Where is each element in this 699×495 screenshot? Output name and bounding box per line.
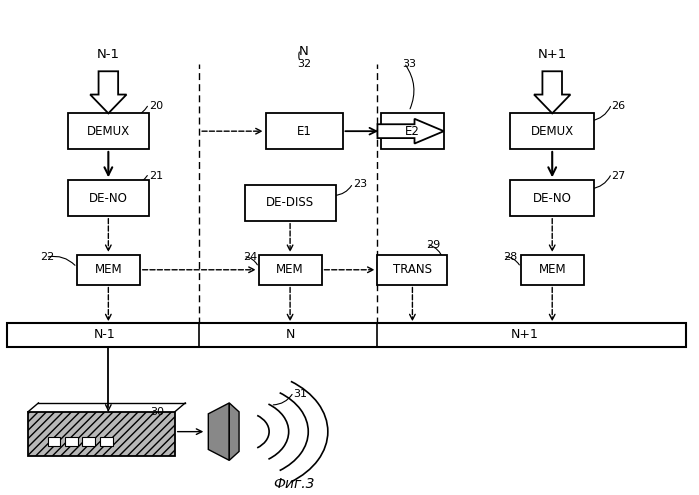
Text: 30: 30 — [150, 407, 164, 417]
Bar — [381, 113, 444, 149]
Text: 22: 22 — [41, 252, 55, 262]
Text: Фиг.3: Фиг.3 — [273, 477, 315, 491]
Text: N: N — [285, 328, 295, 341]
Text: MEM: MEM — [276, 263, 304, 276]
Text: 32: 32 — [297, 59, 311, 69]
Text: DE-NO: DE-NO — [533, 192, 572, 204]
Text: 23: 23 — [353, 179, 367, 189]
Polygon shape — [229, 403, 239, 460]
Text: N-1: N-1 — [97, 48, 120, 61]
Bar — [521, 255, 584, 285]
Bar — [100, 437, 113, 446]
Bar — [259, 255, 322, 285]
Text: DE-DISS: DE-DISS — [266, 197, 314, 209]
Text: DEMUX: DEMUX — [87, 125, 130, 138]
Text: 28: 28 — [503, 252, 517, 262]
Text: DE-NO: DE-NO — [89, 192, 128, 204]
Text: 21: 21 — [149, 171, 163, 181]
Bar — [245, 185, 336, 221]
Polygon shape — [534, 71, 570, 113]
Text: 27: 27 — [612, 171, 626, 181]
Bar — [28, 412, 175, 456]
Text: E1: E1 — [296, 125, 312, 138]
Bar — [77, 255, 140, 285]
Text: N: N — [299, 46, 309, 58]
Text: N-1: N-1 — [94, 328, 116, 341]
Text: 26: 26 — [612, 101, 626, 111]
Text: MEM: MEM — [94, 263, 122, 276]
Bar — [266, 113, 343, 149]
Bar — [510, 180, 594, 216]
Bar — [82, 437, 95, 446]
Bar — [48, 437, 60, 446]
Text: 33: 33 — [403, 59, 417, 69]
Text: 20: 20 — [149, 101, 163, 111]
Bar — [69, 113, 149, 149]
Bar — [65, 437, 78, 446]
Text: N+1: N+1 — [538, 48, 567, 61]
Bar — [69, 180, 149, 216]
Text: DEMUX: DEMUX — [531, 125, 574, 138]
Bar — [510, 113, 594, 149]
Polygon shape — [208, 403, 229, 460]
Bar — [377, 255, 447, 285]
Text: N+1: N+1 — [510, 328, 538, 341]
Polygon shape — [377, 119, 444, 144]
Text: 31: 31 — [294, 389, 308, 398]
Text: 24: 24 — [243, 252, 257, 262]
Bar — [7, 323, 686, 346]
Text: MEM: MEM — [538, 263, 566, 276]
Text: 29: 29 — [426, 240, 440, 250]
Polygon shape — [90, 71, 127, 113]
Text: TRANS: TRANS — [393, 263, 432, 276]
Text: E2: E2 — [405, 125, 420, 138]
